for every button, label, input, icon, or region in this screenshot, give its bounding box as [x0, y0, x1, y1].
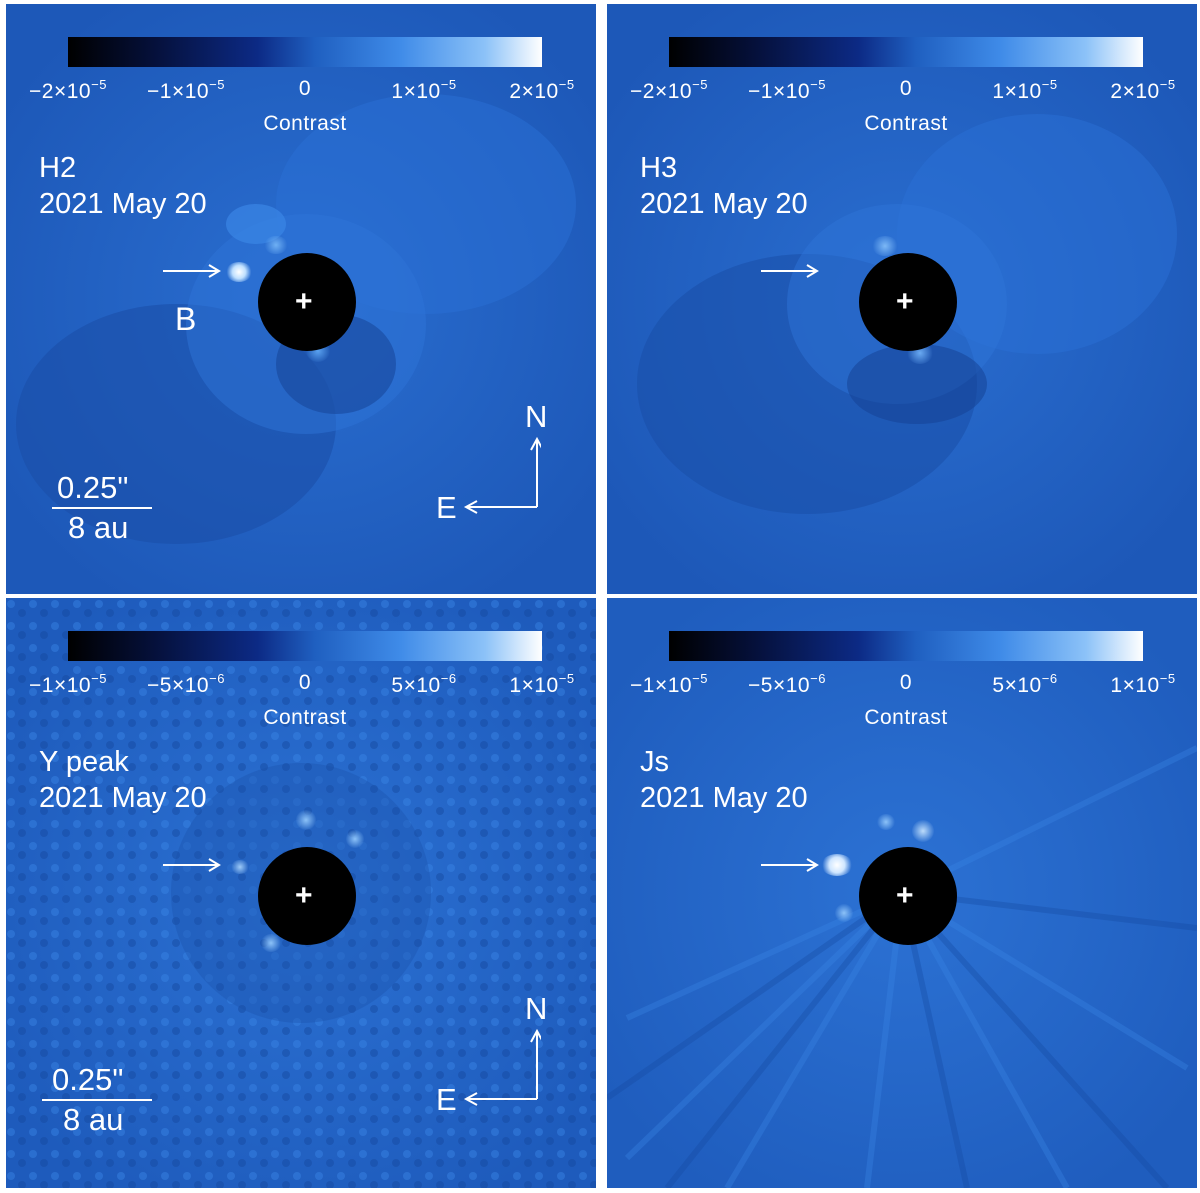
coronagraph-mask [859, 253, 957, 351]
coronagraph-mask [258, 253, 356, 351]
star-position-marker: + [896, 285, 914, 318]
filter-label: H2 2021 May 20 [39, 150, 207, 222]
coronagraph-mask [859, 847, 957, 945]
companion-label: B [175, 301, 197, 337]
colorbar [68, 631, 542, 661]
colorbar-tick-3: 0 [298, 671, 312, 694]
panel-h3: −2×10−5 −1×10−5 0 1×10−5 2×10−5 Contrast… [607, 4, 1197, 594]
panel-ypeak: −1×10−5 −5×10−6 0 5×10−6 1×10−5 Contrast… [6, 598, 596, 1188]
observation-date: 2021 May 20 [39, 188, 207, 220]
colorbar-label: Contrast [263, 112, 347, 135]
speckle [296, 810, 316, 830]
colorbar-tick-2: −5×10−6 [147, 671, 225, 697]
scale-angular: 0.25" [52, 1062, 124, 1097]
filter-name: H3 [640, 152, 678, 184]
arrow-right-icon [761, 264, 819, 278]
colorbar-label: Contrast [263, 706, 347, 729]
colorbar-tick-5: 2×10−5 [1110, 77, 1176, 103]
speckle [872, 236, 898, 256]
scale-physical: 8 au [68, 510, 129, 545]
colorbar-tick-5: 1×10−5 [509, 671, 575, 697]
colorbar-tick-1: −1×10−5 [630, 671, 708, 697]
colorbar-tick-4: 5×10−6 [391, 671, 457, 697]
colorbar-tick-3: 0 [298, 77, 312, 100]
compass-arrows-icon [463, 436, 541, 514]
compass-arrows-icon [463, 1028, 541, 1106]
filter-label: H3 2021 May 20 [640, 150, 808, 222]
colorbar-tick-2: −1×10−5 [748, 77, 826, 103]
arrow-right-icon [761, 858, 819, 872]
observation-date: 2021 May 20 [640, 188, 808, 220]
east-label: E [436, 490, 457, 525]
star-position-marker: + [896, 879, 914, 912]
colorbar-tick-5: 2×10−5 [509, 77, 575, 103]
star-position-marker: + [295, 879, 313, 912]
colorbar-tick-1: −1×10−5 [29, 671, 107, 697]
colorbar-label: Contrast [864, 706, 948, 729]
speckle [261, 934, 281, 952]
observation-date: 2021 May 20 [39, 782, 207, 814]
panel-js: −1×10−5 −5×10−6 0 5×10−6 1×10−5 Contrast… [607, 598, 1197, 1188]
scale-bar [52, 507, 152, 509]
colorbar-label: Contrast [864, 112, 948, 135]
colorbar-tick-4: 5×10−6 [992, 671, 1058, 697]
companion-b-signal [226, 262, 252, 282]
north-label: N [525, 399, 548, 434]
colorbar [669, 37, 1143, 67]
filter-label: Js 2021 May 20 [640, 744, 808, 816]
scale-physical: 8 au [63, 1102, 124, 1137]
north-label: N [525, 991, 548, 1026]
speckle [912, 820, 934, 842]
arrow-right-icon [163, 858, 221, 872]
scale-bar [42, 1099, 152, 1101]
colorbar-tick-3: 0 [899, 77, 913, 100]
observation-date: 2021 May 20 [640, 782, 808, 814]
colorbar [669, 631, 1143, 661]
star-position-marker: + [295, 285, 313, 318]
colorbar-tick-2: −1×10−5 [147, 77, 225, 103]
east-label: E [436, 1082, 457, 1117]
filter-name: Js [640, 746, 669, 778]
colorbar-tick-4: 1×10−5 [391, 77, 457, 103]
speckle [877, 814, 895, 830]
image-background [6, 4, 596, 594]
coronagraph-mask [258, 847, 356, 945]
arrow-right-icon [163, 264, 221, 278]
filter-name: Y peak [39, 746, 129, 778]
speckle [346, 830, 364, 848]
companion-signal [821, 854, 853, 876]
colorbar-tick-1: −2×10−5 [630, 77, 708, 103]
scale-angular: 0.25" [57, 470, 129, 505]
filter-label: Y peak 2021 May 20 [39, 744, 207, 816]
colorbar [68, 37, 542, 67]
speckle [835, 904, 853, 922]
speckle [264, 236, 288, 254]
colorbar-tick-1: −2×10−5 [29, 77, 107, 103]
colorbar-tick-4: 1×10−5 [992, 77, 1058, 103]
colorbar-tick-3: 0 [899, 671, 913, 694]
speckle [231, 860, 249, 874]
panel-h2: −2×10−5 −1×10−5 0 1×10−5 2×10−5 Contrast… [6, 4, 596, 594]
colorbar-tick-5: 1×10−5 [1110, 671, 1176, 697]
filter-name: H2 [39, 152, 77, 184]
colorbar-tick-2: −5×10−6 [748, 671, 826, 697]
